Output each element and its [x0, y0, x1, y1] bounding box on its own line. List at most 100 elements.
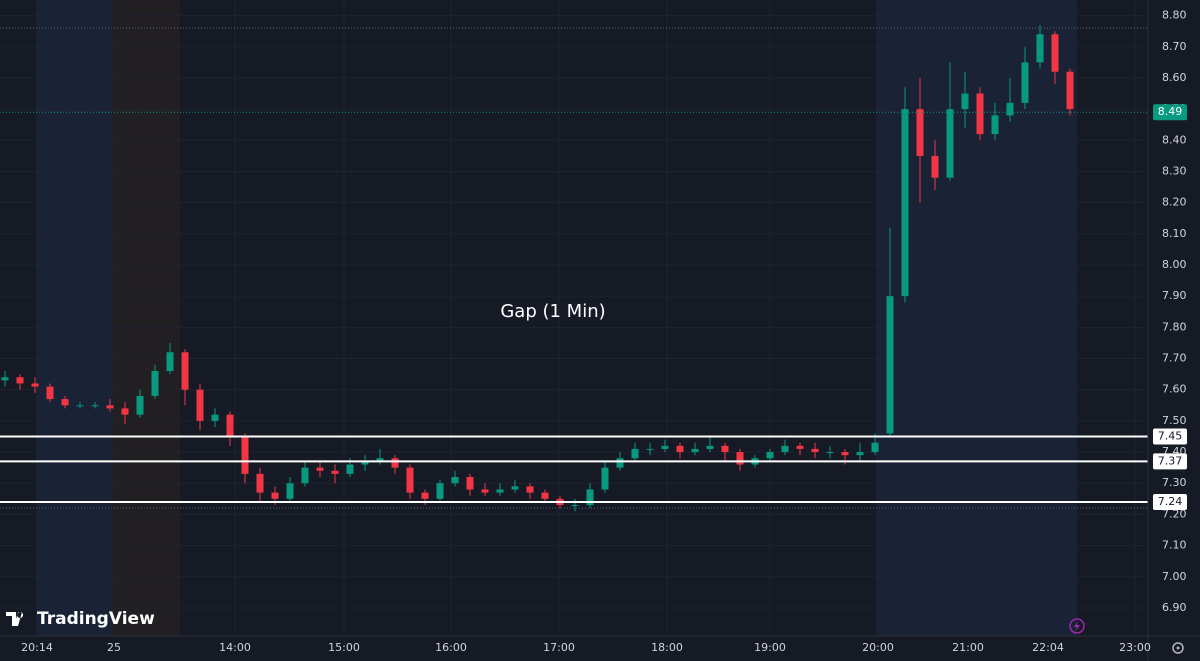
x-tick-label: 14:00 [219, 641, 251, 654]
y-tick-label: 7.00 [1162, 570, 1187, 583]
session-shade [36, 0, 112, 636]
x-tick-label: 19:00 [754, 641, 786, 654]
settings-icon[interactable] [1172, 642, 1184, 654]
x-tick-label: 25 [107, 641, 121, 654]
candle-body [421, 492, 429, 499]
y-tick-label: 8.70 [1162, 40, 1187, 53]
level-label: 7.24 [1158, 495, 1183, 508]
candle-body [316, 467, 324, 471]
y-tick-label: 7.10 [1162, 539, 1187, 552]
candle-body [121, 408, 129, 415]
candle-body [886, 296, 894, 434]
y-tick-label: 7.70 [1162, 352, 1187, 365]
candle-body [526, 486, 534, 493]
alert-icon[interactable] [1069, 618, 1085, 634]
candle-body [796, 445, 804, 449]
candle-body [346, 464, 354, 474]
annotation: Gap (1 Min) [500, 301, 605, 322]
candle-body [451, 477, 459, 484]
candle-body [286, 483, 294, 499]
y-tick-label: 7.60 [1162, 383, 1187, 396]
level-label-box [1153, 453, 1187, 470]
candle-body [691, 448, 699, 453]
y-tick-label: 8.30 [1162, 164, 1187, 177]
candle-body [466, 477, 474, 490]
candle-body [541, 492, 549, 499]
candle-body [811, 448, 819, 453]
y-tick-label: 8.40 [1162, 133, 1187, 146]
candle-body [1066, 71, 1074, 110]
candle-body [631, 448, 639, 459]
session-shade [112, 0, 180, 636]
candle-body [946, 109, 954, 178]
candle-body [181, 352, 189, 390]
candle-body [301, 467, 309, 484]
y-tick-label: 8.20 [1162, 196, 1187, 209]
brand-name: TradingView [37, 609, 155, 629]
candle-body [496, 489, 504, 493]
candle-body [211, 414, 219, 421]
candle-body [616, 458, 624, 468]
candle-body [1036, 34, 1044, 63]
candle-body [361, 461, 369, 465]
candle-body [871, 442, 879, 453]
candle-body [91, 405, 99, 407]
candle-body [46, 386, 54, 400]
logo-icon [6, 612, 24, 626]
level-label-box [1153, 493, 1187, 510]
candle-body [1021, 62, 1029, 103]
y-tick-label: 7.90 [1162, 289, 1187, 302]
candle-body [991, 115, 999, 135]
alert-bolt[interactable] [1074, 621, 1080, 631]
candle-body [856, 452, 864, 456]
candle-body [1006, 102, 1014, 116]
candle-body [916, 109, 924, 156]
candle-body [151, 371, 159, 396]
candle-body [391, 458, 399, 468]
brand-logo: TradingView [6, 609, 155, 629]
candle-body [511, 486, 519, 490]
alert-circle[interactable] [1069, 618, 1085, 634]
x-tick-label: 17:00 [543, 641, 575, 654]
settings-hub[interactable] [1176, 646, 1180, 650]
y-tick-label: 7.80 [1162, 320, 1187, 333]
candle-body [136, 395, 144, 415]
candle-body [646, 448, 654, 450]
y-tick-label: 8.60 [1162, 71, 1187, 84]
candle-body [436, 483, 444, 499]
candle-body [661, 445, 669, 449]
candle-body [226, 414, 234, 437]
candle-body [721, 445, 729, 453]
level-label: 7.45 [1158, 429, 1183, 442]
marks [0, 24, 1148, 512]
settings-gear[interactable] [1172, 642, 1184, 654]
candle-body [976, 93, 984, 135]
candle-body [586, 489, 594, 506]
candle-body [406, 467, 414, 493]
candle-body [16, 377, 24, 384]
x-tick-label: 18:00 [651, 641, 683, 654]
candle-body [76, 405, 84, 407]
candle-body [331, 470, 339, 474]
x-tick-label: 23:00 [1119, 641, 1151, 654]
last-price-box [1153, 104, 1187, 121]
candle-body [1, 377, 9, 381]
candle-body [1051, 34, 1059, 72]
grid [0, 0, 1148, 636]
x-tick-label: 22:04 [1032, 641, 1064, 654]
candle-body [241, 436, 249, 474]
y-tick-label: 7.30 [1162, 476, 1187, 489]
candle-body [826, 452, 834, 454]
x-tick-label: 21:00 [952, 641, 984, 654]
y-tick-label: 6.90 [1162, 601, 1187, 614]
x-tick-label: 16:00 [435, 641, 467, 654]
y-tick-label: 7.50 [1162, 414, 1187, 427]
candle-body [676, 445, 684, 453]
candle-body [271, 492, 279, 499]
candle-body [601, 467, 609, 490]
candle-body [61, 399, 69, 406]
candle-body [571, 505, 579, 507]
x-tick-label: 15:00 [328, 641, 360, 654]
